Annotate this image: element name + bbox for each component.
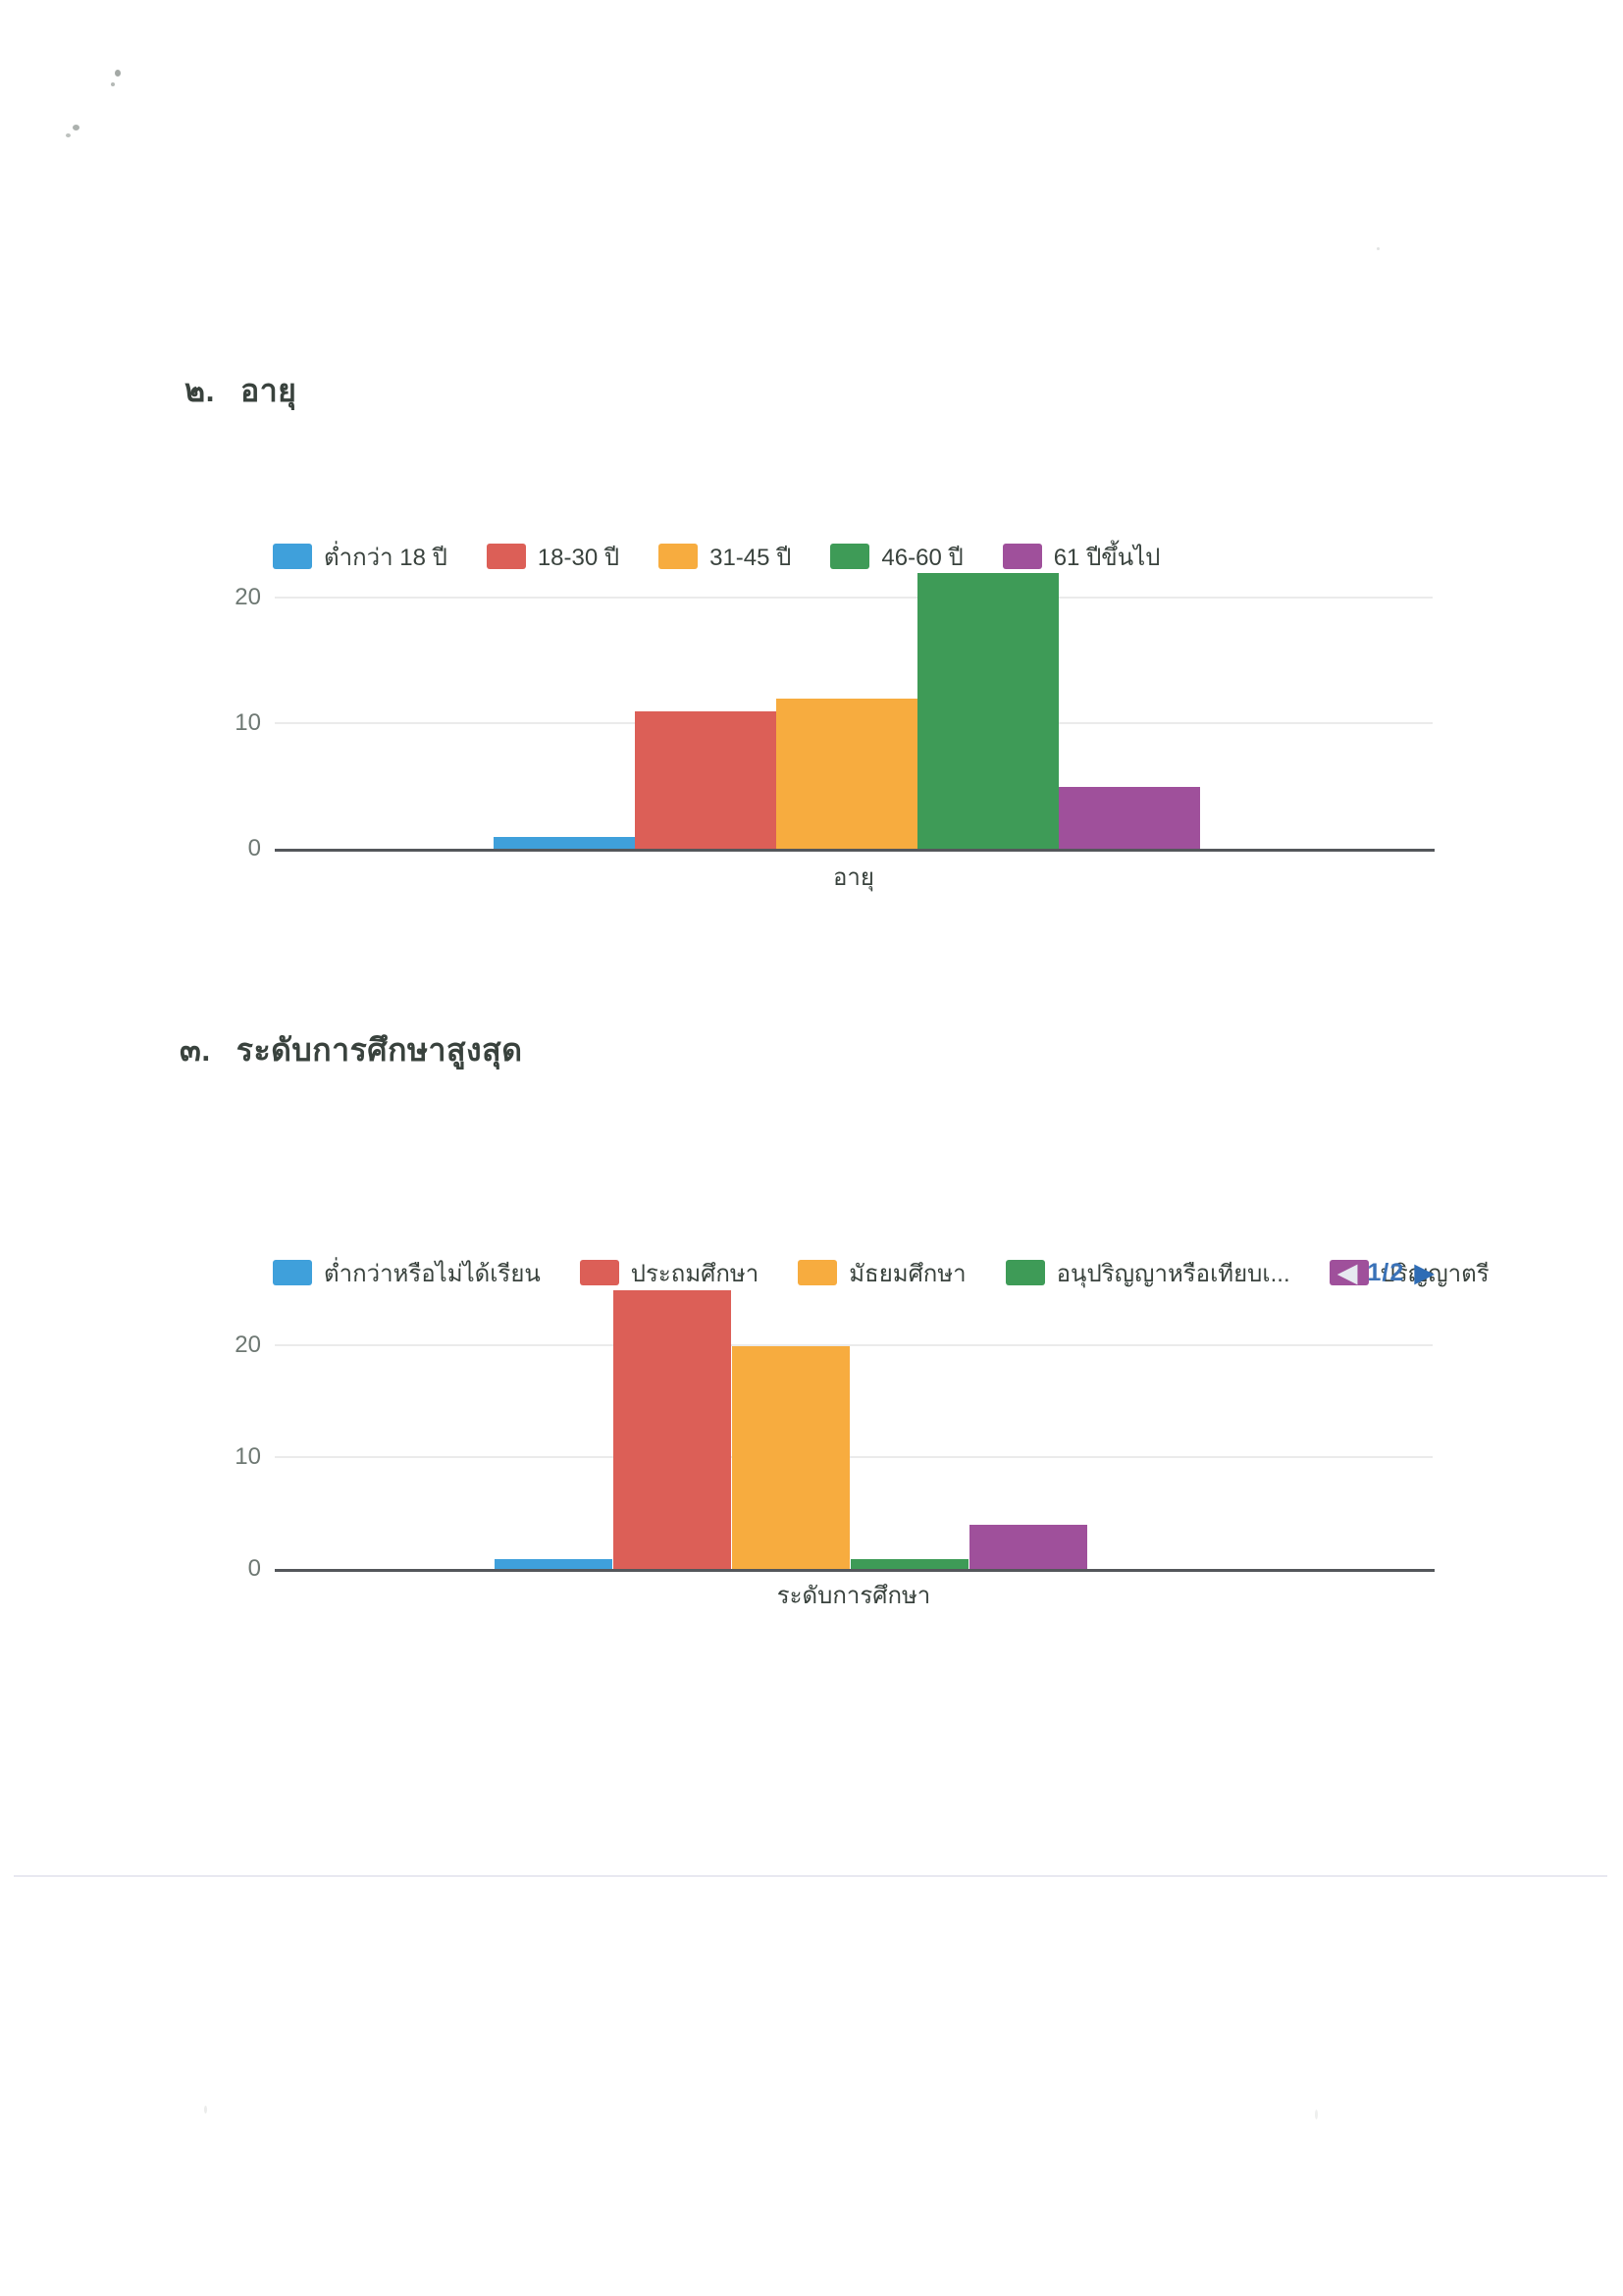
section-title: ระดับการศึกษาสูงสุด <box>236 1031 523 1068</box>
age-chart-legend: ต่ำกว่า 18 ปี 18-30 ปี 31-45 ปี 46-60 ปี 61 … <box>273 541 1435 572</box>
legend-label: ปริญญาตรี <box>1380 1260 1490 1287</box>
legend-label: 46-60 ปี <box>881 544 964 571</box>
section-number: ๓. <box>180 1031 211 1068</box>
legend-item: 31-45 ปี <box>658 538 791 576</box>
bar-มัธยมศึกษา <box>732 1346 850 1570</box>
y-axis-tick-label: 10 <box>235 1443 261 1470</box>
legend-label: 18-30 ปี <box>537 544 620 571</box>
legend-color-swatch <box>486 544 526 569</box>
y-axis-tick-label: 10 <box>235 709 261 736</box>
bar-18-30 ปี <box>635 711 776 850</box>
bar-31-45 ปี <box>776 699 917 850</box>
section-number: ๒. <box>184 372 215 408</box>
legend-color-swatch <box>1005 1260 1045 1285</box>
section-title: อายุ <box>239 372 297 408</box>
legend-item: 61 ปีขึ้นไป <box>1002 538 1161 576</box>
legend-color-swatch <box>658 544 699 569</box>
scan-artifact <box>1315 2110 1318 2119</box>
section-heading-age: ๒. อายุ <box>184 366 296 416</box>
legend-item: ต่ำกว่า 18 ปี <box>273 538 447 576</box>
legend-item: ประถมศึกษา <box>579 1254 759 1292</box>
legend-color-swatch <box>273 544 312 569</box>
bar-ต่ำกว่า 18 ปี <box>494 837 635 850</box>
x-axis-line <box>275 849 1435 852</box>
x-axis-title: อายุ <box>833 864 874 891</box>
scan-artifact <box>115 70 121 77</box>
legend-pagination: ◀ 1/2 ▶ <box>1337 1257 1435 1288</box>
scan-artifact <box>204 2106 207 2113</box>
legend-color-swatch <box>579 1260 619 1285</box>
legend-label: ประถมศึกษา <box>630 1260 759 1287</box>
legend-item: ปริญญาตรี <box>1329 1254 1490 1292</box>
legend-label: อนุปริญญาหรือเทียบเ... <box>1056 1260 1290 1287</box>
bar-61 ปีขึ้นไป <box>1059 787 1200 850</box>
page-indicator: 1/2 <box>1367 1258 1405 1286</box>
next-page-icon[interactable]: ▶ <box>1414 1257 1435 1287</box>
bar-ประถมศึกษา <box>613 1290 731 1570</box>
legend-item: อนุปริญญาหรือเทียบเ... <box>1005 1254 1290 1292</box>
legend-item: 18-30 ปี <box>486 538 620 576</box>
page-divider-line <box>14 1875 1607 1877</box>
legend-label: 61 ปีขึ้นไป <box>1053 544 1161 571</box>
legend-label: ต่ำกว่าหรือไม่ได้เรียน <box>324 1260 541 1287</box>
y-axis-tick-label: 20 <box>235 584 261 610</box>
age-chart-plot: อายุ 0 10 20 <box>235 542 1435 891</box>
bar-46-60 ปี <box>917 573 1059 850</box>
legend-color-swatch <box>273 1260 312 1285</box>
section-heading-education: ๓. ระดับการศึกษาสูงสุด <box>180 1025 522 1075</box>
bar-ปริญญาตรี <box>969 1525 1087 1570</box>
legend-label: มัธยมศึกษา <box>849 1260 967 1287</box>
education-chart-plot: ระดับการศึกษา 0 10 20 <box>235 1262 1435 1609</box>
bar-ต่ำกว่าหรือไม่ได้เรียน <box>495 1559 612 1570</box>
y-axis-tick-label: 0 <box>247 835 261 861</box>
legend-color-swatch <box>830 544 870 569</box>
scan-artifact <box>111 82 115 86</box>
legend-item: ต่ำกว่าหรือไม่ได้เรียน <box>273 1254 541 1292</box>
y-axis-tick-label: 20 <box>235 1331 261 1358</box>
legend-label: ต่ำกว่า 18 ปี <box>324 544 447 571</box>
gridline-20 <box>275 1344 1433 1346</box>
y-axis-tick-label: 0 <box>247 1555 261 1582</box>
prev-page-icon: ◀ <box>1336 1257 1358 1287</box>
legend-item: 46-60 ปี <box>830 538 964 576</box>
x-axis-title: ระดับการศึกษา <box>776 1583 931 1609</box>
gridline-10 <box>275 1456 1433 1458</box>
legend-label: 31-45 ปี <box>709 544 792 571</box>
scan-artifact <box>73 125 79 130</box>
scan-artifact <box>1377 247 1380 250</box>
legend-color-swatch <box>798 1260 838 1285</box>
gridline-20 <box>275 597 1433 599</box>
legend-color-swatch <box>1002 544 1042 569</box>
x-axis-line <box>275 1569 1435 1572</box>
legend-item: มัธยมศึกษา <box>798 1254 967 1292</box>
bar-อนุปริญญาหรือเทียบเ... <box>851 1559 969 1570</box>
legend-color-swatch <box>1329 1260 1369 1285</box>
scan-artifact <box>66 133 71 137</box>
education-chart-legend: ต่ำกว่าหรือไม่ได้เรียน ประถมศึกษา มัธยมศึก… <box>273 1257 1490 1288</box>
